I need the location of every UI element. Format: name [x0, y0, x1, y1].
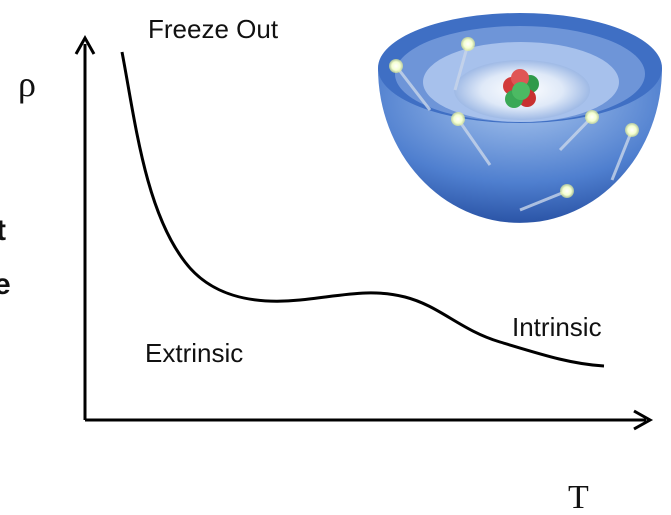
cut-off-text: t: [0, 214, 6, 247]
intrinsic-label: Intrinsic: [512, 312, 602, 342]
extrinsic-label: Extrinsic: [145, 338, 243, 368]
y-axis-label: ρ: [18, 64, 36, 104]
atom-illustration: [378, 13, 662, 223]
cut-off-text: e: [0, 268, 11, 301]
diagram: Freeze Out ρ Extrinsic Intrinsic T t e: [0, 0, 671, 515]
x-axis-label: T: [568, 479, 589, 515]
freeze-out-label: Freeze Out: [148, 14, 279, 44]
